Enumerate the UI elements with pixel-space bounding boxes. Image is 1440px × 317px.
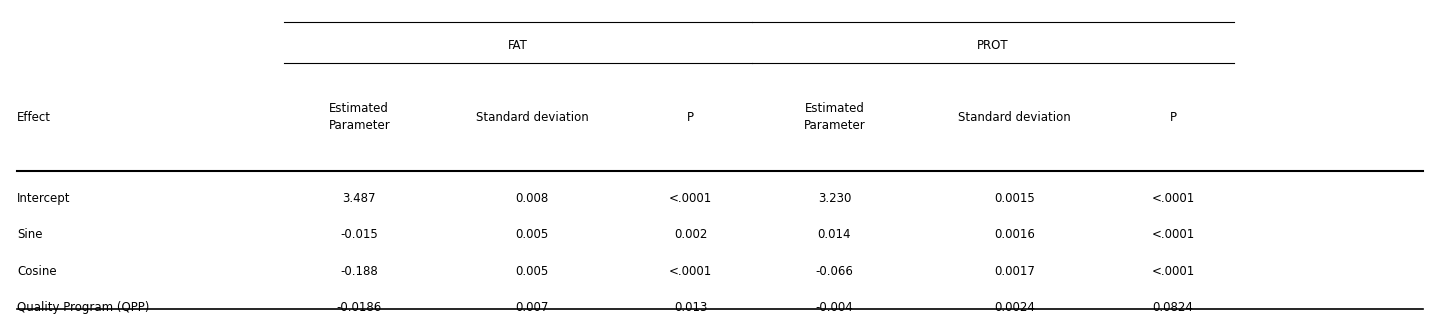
Text: Effect: Effect xyxy=(17,111,52,124)
Text: 0.002: 0.002 xyxy=(674,228,707,241)
Text: Standard deviation: Standard deviation xyxy=(475,111,589,124)
Text: 0.005: 0.005 xyxy=(516,264,549,278)
Text: PROT: PROT xyxy=(978,39,1008,53)
Text: Estimated
Parameter: Estimated Parameter xyxy=(328,102,390,132)
Text: 3.487: 3.487 xyxy=(343,191,376,205)
Text: -0.188: -0.188 xyxy=(340,264,379,278)
Text: 0.0824: 0.0824 xyxy=(1152,301,1194,314)
Text: 0.0024: 0.0024 xyxy=(994,301,1035,314)
Text: FAT: FAT xyxy=(508,39,527,53)
Text: -0.066: -0.066 xyxy=(815,264,854,278)
Text: Estimated
Parameter: Estimated Parameter xyxy=(804,102,865,132)
Text: <.0001: <.0001 xyxy=(1151,264,1195,278)
Text: -0.015: -0.015 xyxy=(340,228,379,241)
Text: <.0001: <.0001 xyxy=(668,264,713,278)
Text: 3.230: 3.230 xyxy=(818,191,851,205)
Text: <.0001: <.0001 xyxy=(668,191,713,205)
Text: <.0001: <.0001 xyxy=(1151,228,1195,241)
Text: 0.005: 0.005 xyxy=(516,228,549,241)
Text: -0.004: -0.004 xyxy=(815,301,854,314)
Text: Sine: Sine xyxy=(17,228,43,241)
Text: 0.014: 0.014 xyxy=(818,228,851,241)
Text: 0.013: 0.013 xyxy=(674,301,707,314)
Text: 0.007: 0.007 xyxy=(516,301,549,314)
Text: P: P xyxy=(1169,111,1176,124)
Text: <.0001: <.0001 xyxy=(1151,191,1195,205)
Text: Cosine: Cosine xyxy=(17,264,58,278)
Text: 0.0017: 0.0017 xyxy=(994,264,1035,278)
Text: -0.0186: -0.0186 xyxy=(337,301,382,314)
Text: 0.008: 0.008 xyxy=(516,191,549,205)
Text: 0.0015: 0.0015 xyxy=(994,191,1035,205)
Text: P: P xyxy=(687,111,694,124)
Text: Quality Program (QPP): Quality Program (QPP) xyxy=(17,301,150,314)
Text: Standard deviation: Standard deviation xyxy=(958,111,1071,124)
Text: Intercept: Intercept xyxy=(17,191,71,205)
Text: 0.0016: 0.0016 xyxy=(994,228,1035,241)
